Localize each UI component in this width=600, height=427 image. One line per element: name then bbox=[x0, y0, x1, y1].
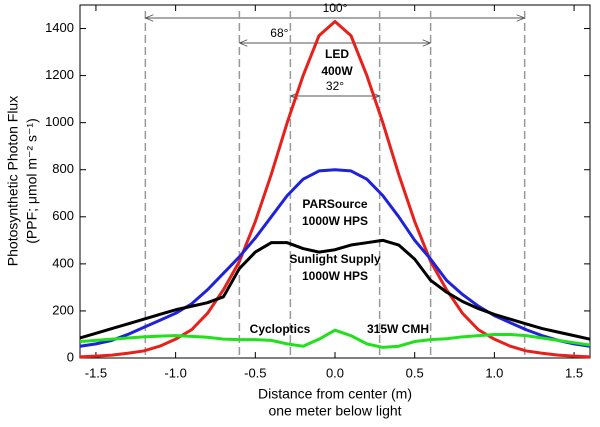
x-tick-label: 0.0 bbox=[326, 365, 344, 380]
y-tick-label: 400 bbox=[52, 255, 74, 270]
x-tick-label: -1.0 bbox=[164, 365, 186, 380]
angle-label: 32° bbox=[326, 79, 344, 93]
x-tick-label: -0.5 bbox=[244, 365, 266, 380]
angle-label: 68° bbox=[270, 26, 288, 40]
x-tick-label: 1.5 bbox=[565, 365, 583, 380]
series-line bbox=[79, 19, 591, 359]
series-label: 400W bbox=[321, 64, 353, 78]
x-tick-label: 1.0 bbox=[485, 365, 503, 380]
series-label: LED bbox=[325, 47, 349, 61]
y-tick-label: 0 bbox=[67, 349, 74, 364]
y-tick-label: 1000 bbox=[45, 114, 74, 129]
x-tick-label: 0.5 bbox=[406, 365, 424, 380]
series-label: 315W CMH bbox=[367, 322, 429, 336]
series-label: Sunlight Supply bbox=[289, 252, 381, 266]
series-label: Cycloptics bbox=[250, 322, 311, 336]
y-tick-label: 1400 bbox=[45, 20, 74, 35]
y-tick-label: 800 bbox=[52, 161, 74, 176]
x-tick-label: -1.5 bbox=[85, 365, 107, 380]
series-line bbox=[79, 168, 591, 348]
series-line bbox=[79, 238, 591, 341]
x-axis-label: Distance from center (m) bbox=[258, 386, 412, 402]
y-tick-label: 1200 bbox=[45, 67, 74, 82]
angle-label: 100° bbox=[323, 1, 348, 15]
y-axis-label: (PPF; μmol m⁻² s⁻¹) bbox=[24, 118, 40, 244]
series-label: PARSource bbox=[302, 197, 367, 211]
x-axis-label: one meter below light bbox=[268, 403, 401, 419]
y-axis-label: Photosynthetic Photon Flux bbox=[5, 96, 21, 266]
y-tick-label: 600 bbox=[52, 208, 74, 223]
series-label: 1000W HPS bbox=[302, 214, 368, 228]
y-tick-label: 200 bbox=[52, 302, 74, 317]
series-label: 1000W HPS bbox=[302, 269, 368, 283]
series-line bbox=[79, 328, 591, 349]
